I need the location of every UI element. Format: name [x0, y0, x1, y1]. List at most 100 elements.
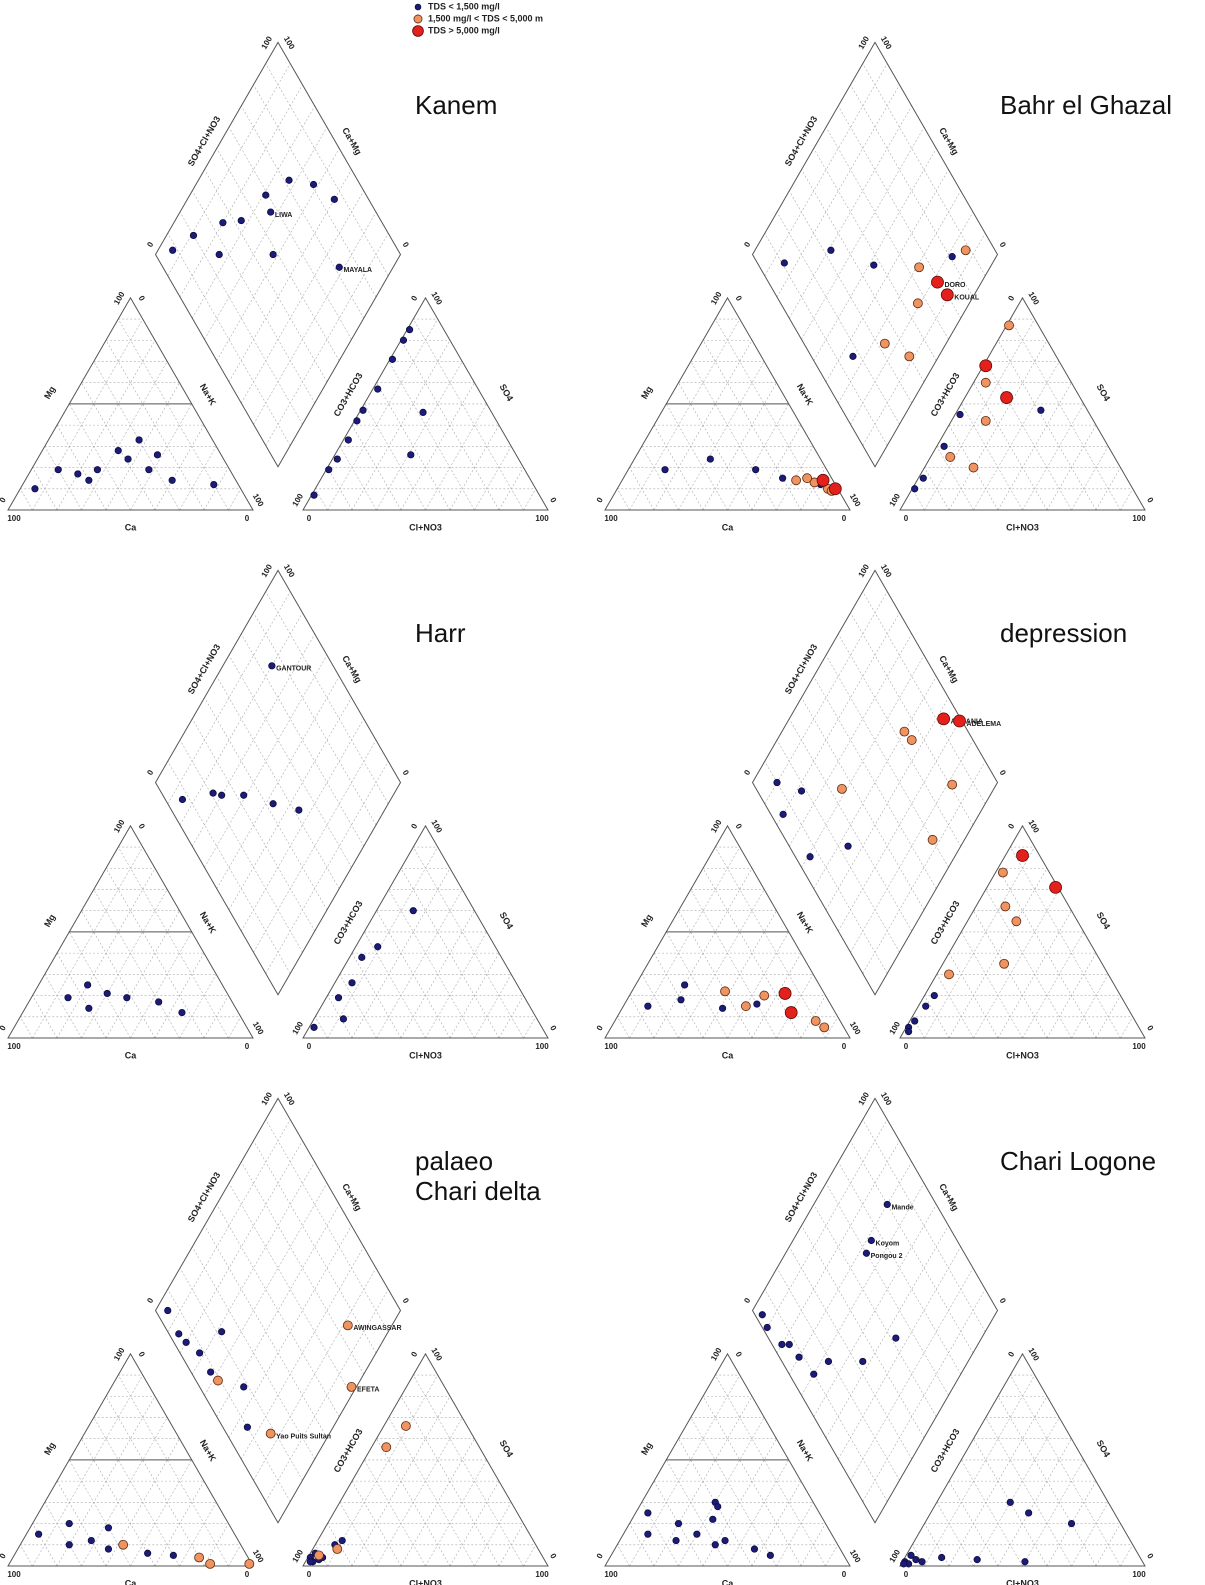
anion-point [405, 326, 414, 334]
anion-point [339, 1015, 348, 1023]
cation-point [750, 1545, 759, 1553]
tick-label: 100 [429, 290, 444, 307]
diamond-point [285, 176, 293, 184]
tick-label: 0 [1145, 496, 1155, 505]
panel-title: palaeo Chari delta [415, 1146, 541, 1206]
anion-point [332, 1544, 343, 1554]
tick-label: 100 [1026, 290, 1041, 307]
grid-line [1120, 1544, 1134, 1567]
anion-point [334, 994, 343, 1002]
grid-line [179, 739, 303, 953]
grid-line [203, 467, 229, 511]
grid-line [253, 739, 377, 953]
tick-label: 100 [7, 1042, 21, 1051]
grid-line [191, 190, 316, 404]
grid-line [130, 931, 193, 1039]
grid-line [388, 1417, 475, 1567]
tick-label: 0 [401, 768, 411, 777]
tick-label: 0 [307, 514, 312, 523]
sample-label: ADELEMA [967, 721, 1002, 728]
grid-line [1095, 467, 1121, 511]
anion-point [940, 442, 948, 450]
tick-label: 0 [1006, 1350, 1016, 1359]
diamond-point [867, 1236, 875, 1245]
tick-label: 100 [535, 1570, 549, 1579]
grid-line [924, 467, 950, 511]
sample-label: Yao Puits Sultan [276, 1433, 331, 1440]
tick-label: 0 [307, 1042, 312, 1051]
grid-line [936, 1502, 974, 1567]
tick-label: 0 [595, 495, 605, 504]
grid-line [825, 169, 949, 382]
tick-label: 100 [1132, 1042, 1146, 1051]
cation-point [802, 473, 813, 484]
tick-label: 100 [291, 1020, 306, 1037]
cation-point [145, 466, 153, 474]
grid-line [388, 889, 475, 1039]
tick-label: 100 [291, 492, 306, 509]
cation-point [54, 466, 62, 474]
diamond-point [240, 1383, 248, 1391]
grid-line [764, 591, 888, 804]
grid-line [788, 1161, 913, 1375]
grid-line [813, 1204, 937, 1417]
diamond-point [240, 791, 248, 799]
grid-line [253, 1267, 377, 1481]
grid-line [179, 84, 303, 298]
grid-line [764, 1289, 888, 1502]
grid-line [474, 446, 512, 511]
diamond-point [948, 253, 956, 261]
diamond-point [953, 714, 966, 728]
grid-line [351, 952, 402, 1039]
grid-line [678, 1417, 765, 1567]
tick-label: 0 [742, 768, 752, 777]
tick-label: 0 [401, 240, 411, 249]
grid-line [363, 403, 426, 511]
diamond-point [218, 1328, 226, 1336]
grid-line [837, 1246, 962, 1460]
grid-line [776, 1267, 900, 1481]
tick-label: 0 [409, 1350, 419, 1359]
grid-line [19, 488, 33, 511]
tick-label: 100 [879, 35, 894, 52]
tick-label: 0 [904, 1570, 909, 1579]
grid-line [801, 697, 925, 910]
tick-label: 0 [0, 1551, 8, 1560]
grid-line [498, 995, 524, 1039]
tick-label: 100 [429, 1346, 444, 1363]
grid-line [776, 974, 814, 1039]
tick-label: 0 [595, 1023, 605, 1032]
legend-marker [412, 25, 424, 37]
tick-label: 100 [251, 1020, 266, 1037]
grid-line [167, 1119, 291, 1332]
sample-label: KOUAL [954, 295, 980, 302]
grid-line [523, 488, 537, 511]
grid-line [93, 889, 180, 1039]
grid-line [179, 446, 217, 511]
grid-line [751, 424, 802, 511]
cation-point [103, 989, 111, 998]
cation-point [791, 475, 801, 486]
cation-point [135, 436, 143, 444]
grid-line [751, 1480, 802, 1567]
tick-label: 100 [857, 562, 872, 579]
anion-point [1016, 849, 1029, 862]
grid-line [498, 467, 524, 511]
anion-point [419, 408, 427, 416]
grid-line [813, 1204, 937, 1417]
grid-line [948, 1480, 999, 1567]
anion-point [1049, 880, 1062, 894]
diamond-point [763, 1323, 771, 1332]
legend-label: TDS > 5,000 mg/l [428, 25, 500, 35]
grid-line [179, 1502, 217, 1567]
grid-line [1009, 1374, 1121, 1567]
grid-line [449, 952, 500, 1039]
grid-line [1120, 1016, 1134, 1039]
tick-label: 0 [595, 1551, 605, 1560]
diamond-point [182, 1338, 190, 1346]
grid-line [81, 889, 168, 1039]
diamond-point [215, 250, 223, 259]
grid-line [825, 1183, 949, 1396]
axis-label: SO4+Cl+NO3 [186, 1170, 223, 1224]
grid-line [327, 467, 353, 511]
